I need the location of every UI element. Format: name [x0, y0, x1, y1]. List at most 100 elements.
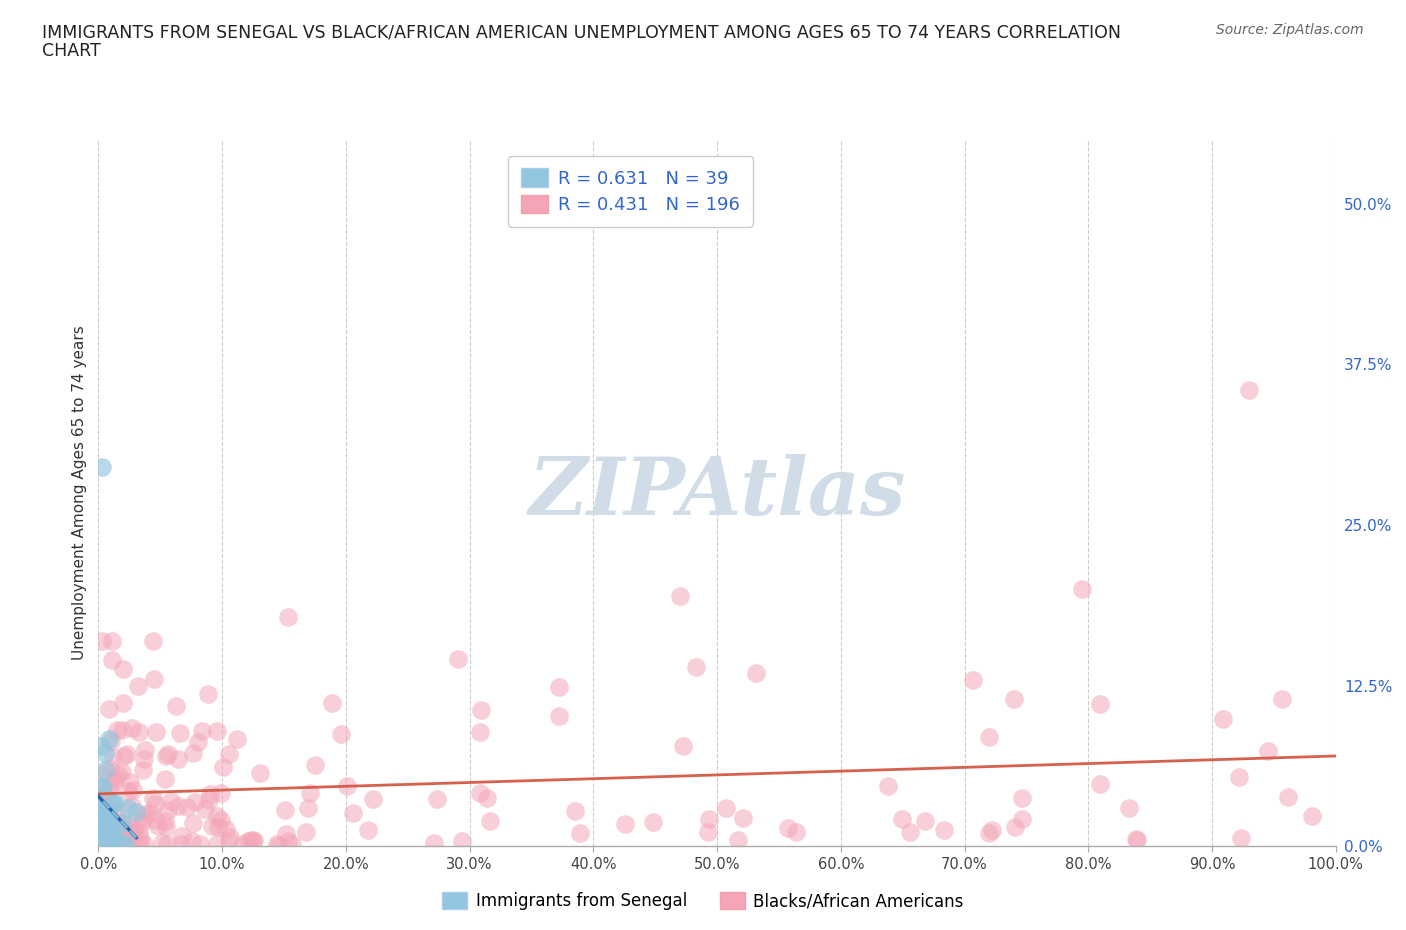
Point	[281, 836, 304, 851]
Point	[155, 814, 177, 829]
Point	[697, 824, 720, 839]
Point	[197, 686, 219, 701]
Point	[97, 806, 120, 821]
Point	[111, 828, 134, 843]
Point	[100, 825, 122, 840]
Point	[181, 745, 204, 760]
Point	[156, 746, 179, 761]
Point	[94, 818, 117, 833]
Point	[146, 818, 169, 833]
Point	[193, 802, 215, 817]
Text: Source: ZipAtlas.com: Source: ZipAtlas.com	[1216, 23, 1364, 37]
Point	[898, 825, 921, 840]
Point	[1002, 692, 1025, 707]
Point	[785, 824, 807, 839]
Point	[157, 803, 180, 817]
Point	[114, 836, 136, 851]
Point	[232, 837, 254, 852]
Text: ZIPAtlas: ZIPAtlas	[529, 454, 905, 532]
Point	[143, 796, 166, 811]
Point	[114, 830, 136, 845]
Point	[101, 633, 124, 648]
Point	[118, 775, 141, 790]
Point	[249, 765, 271, 780]
Point	[101, 836, 124, 851]
Point	[1257, 744, 1279, 759]
Point	[266, 836, 288, 851]
Point	[91, 830, 114, 844]
Point	[91, 788, 114, 803]
Point	[91, 821, 114, 836]
Point	[120, 833, 142, 848]
Point	[142, 790, 165, 805]
Point	[91, 792, 114, 807]
Point	[167, 799, 190, 814]
Point	[89, 798, 111, 813]
Point	[111, 837, 134, 852]
Point	[304, 758, 326, 773]
Point	[128, 830, 150, 845]
Point	[1125, 832, 1147, 847]
Point	[200, 787, 222, 802]
Legend: R = 0.631   N = 39, R = 0.431   N = 196: R = 0.631 N = 39, R = 0.431 N = 196	[508, 155, 754, 227]
Point	[94, 824, 117, 839]
Point	[111, 723, 134, 737]
Point	[564, 804, 586, 818]
Point	[91, 767, 114, 782]
Point	[111, 661, 134, 676]
Point	[697, 812, 720, 827]
Point	[111, 817, 134, 832]
Point	[91, 830, 114, 844]
Point	[91, 779, 114, 794]
Point	[187, 735, 209, 750]
Point	[93, 814, 115, 829]
Point	[91, 811, 114, 826]
Point	[108, 833, 131, 848]
Point	[135, 807, 157, 822]
Point	[479, 814, 502, 829]
Point	[153, 771, 176, 786]
Point	[94, 834, 117, 849]
Point	[128, 823, 150, 838]
Point	[91, 801, 114, 816]
Point	[103, 829, 125, 844]
Point	[470, 703, 492, 718]
Point	[200, 818, 222, 833]
Point	[342, 805, 364, 820]
Point	[209, 812, 232, 827]
Point	[104, 771, 127, 786]
Point	[103, 750, 125, 764]
Point	[1118, 800, 1140, 815]
Point	[128, 837, 150, 852]
Point	[98, 779, 121, 794]
Point	[330, 726, 353, 741]
Point	[184, 794, 207, 809]
Point	[1004, 819, 1026, 834]
Point	[745, 665, 768, 680]
Point	[98, 781, 121, 796]
Point	[731, 811, 754, 826]
Point	[121, 783, 143, 798]
Point	[980, 822, 1002, 837]
Point	[218, 747, 240, 762]
Point	[295, 824, 318, 839]
Point	[977, 730, 1000, 745]
Point	[156, 836, 179, 851]
Point	[98, 731, 121, 746]
Point	[1271, 691, 1294, 706]
Point	[145, 724, 167, 739]
Point	[94, 763, 117, 777]
Point	[91, 827, 114, 842]
Point	[111, 815, 134, 830]
Point	[107, 815, 129, 830]
Point	[103, 795, 125, 810]
Legend: Immigrants from Senegal, Blacks/African Americans: Immigrants from Senegal, Blacks/African …	[436, 885, 970, 917]
Point	[672, 739, 695, 754]
Point	[91, 831, 114, 846]
Point	[90, 822, 112, 837]
Point	[94, 810, 117, 825]
Point	[423, 836, 446, 851]
Point	[98, 701, 121, 716]
Point	[890, 812, 912, 827]
Point	[90, 778, 112, 793]
